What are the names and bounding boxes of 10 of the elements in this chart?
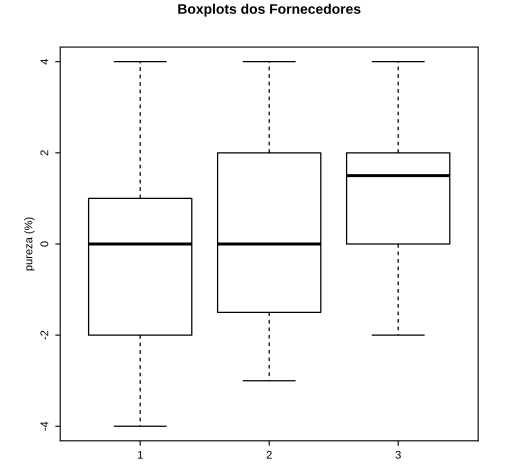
x-tick-label: 3 bbox=[396, 450, 401, 459]
y-tick-label: 0 bbox=[40, 241, 48, 247]
y-tick-label: -2 bbox=[40, 330, 48, 340]
y-axis-title: pureza (%) bbox=[24, 217, 35, 270]
y-tick-label: -4 bbox=[40, 422, 48, 431]
y-tick-label: 4 bbox=[40, 58, 48, 65]
x-tick-label: 2 bbox=[266, 450, 272, 459]
x-tick-label: 1 bbox=[138, 450, 143, 459]
y-tick-label: 2 bbox=[40, 150, 48, 156]
chart-title: Boxplots dos Fornecedores bbox=[178, 4, 360, 17]
